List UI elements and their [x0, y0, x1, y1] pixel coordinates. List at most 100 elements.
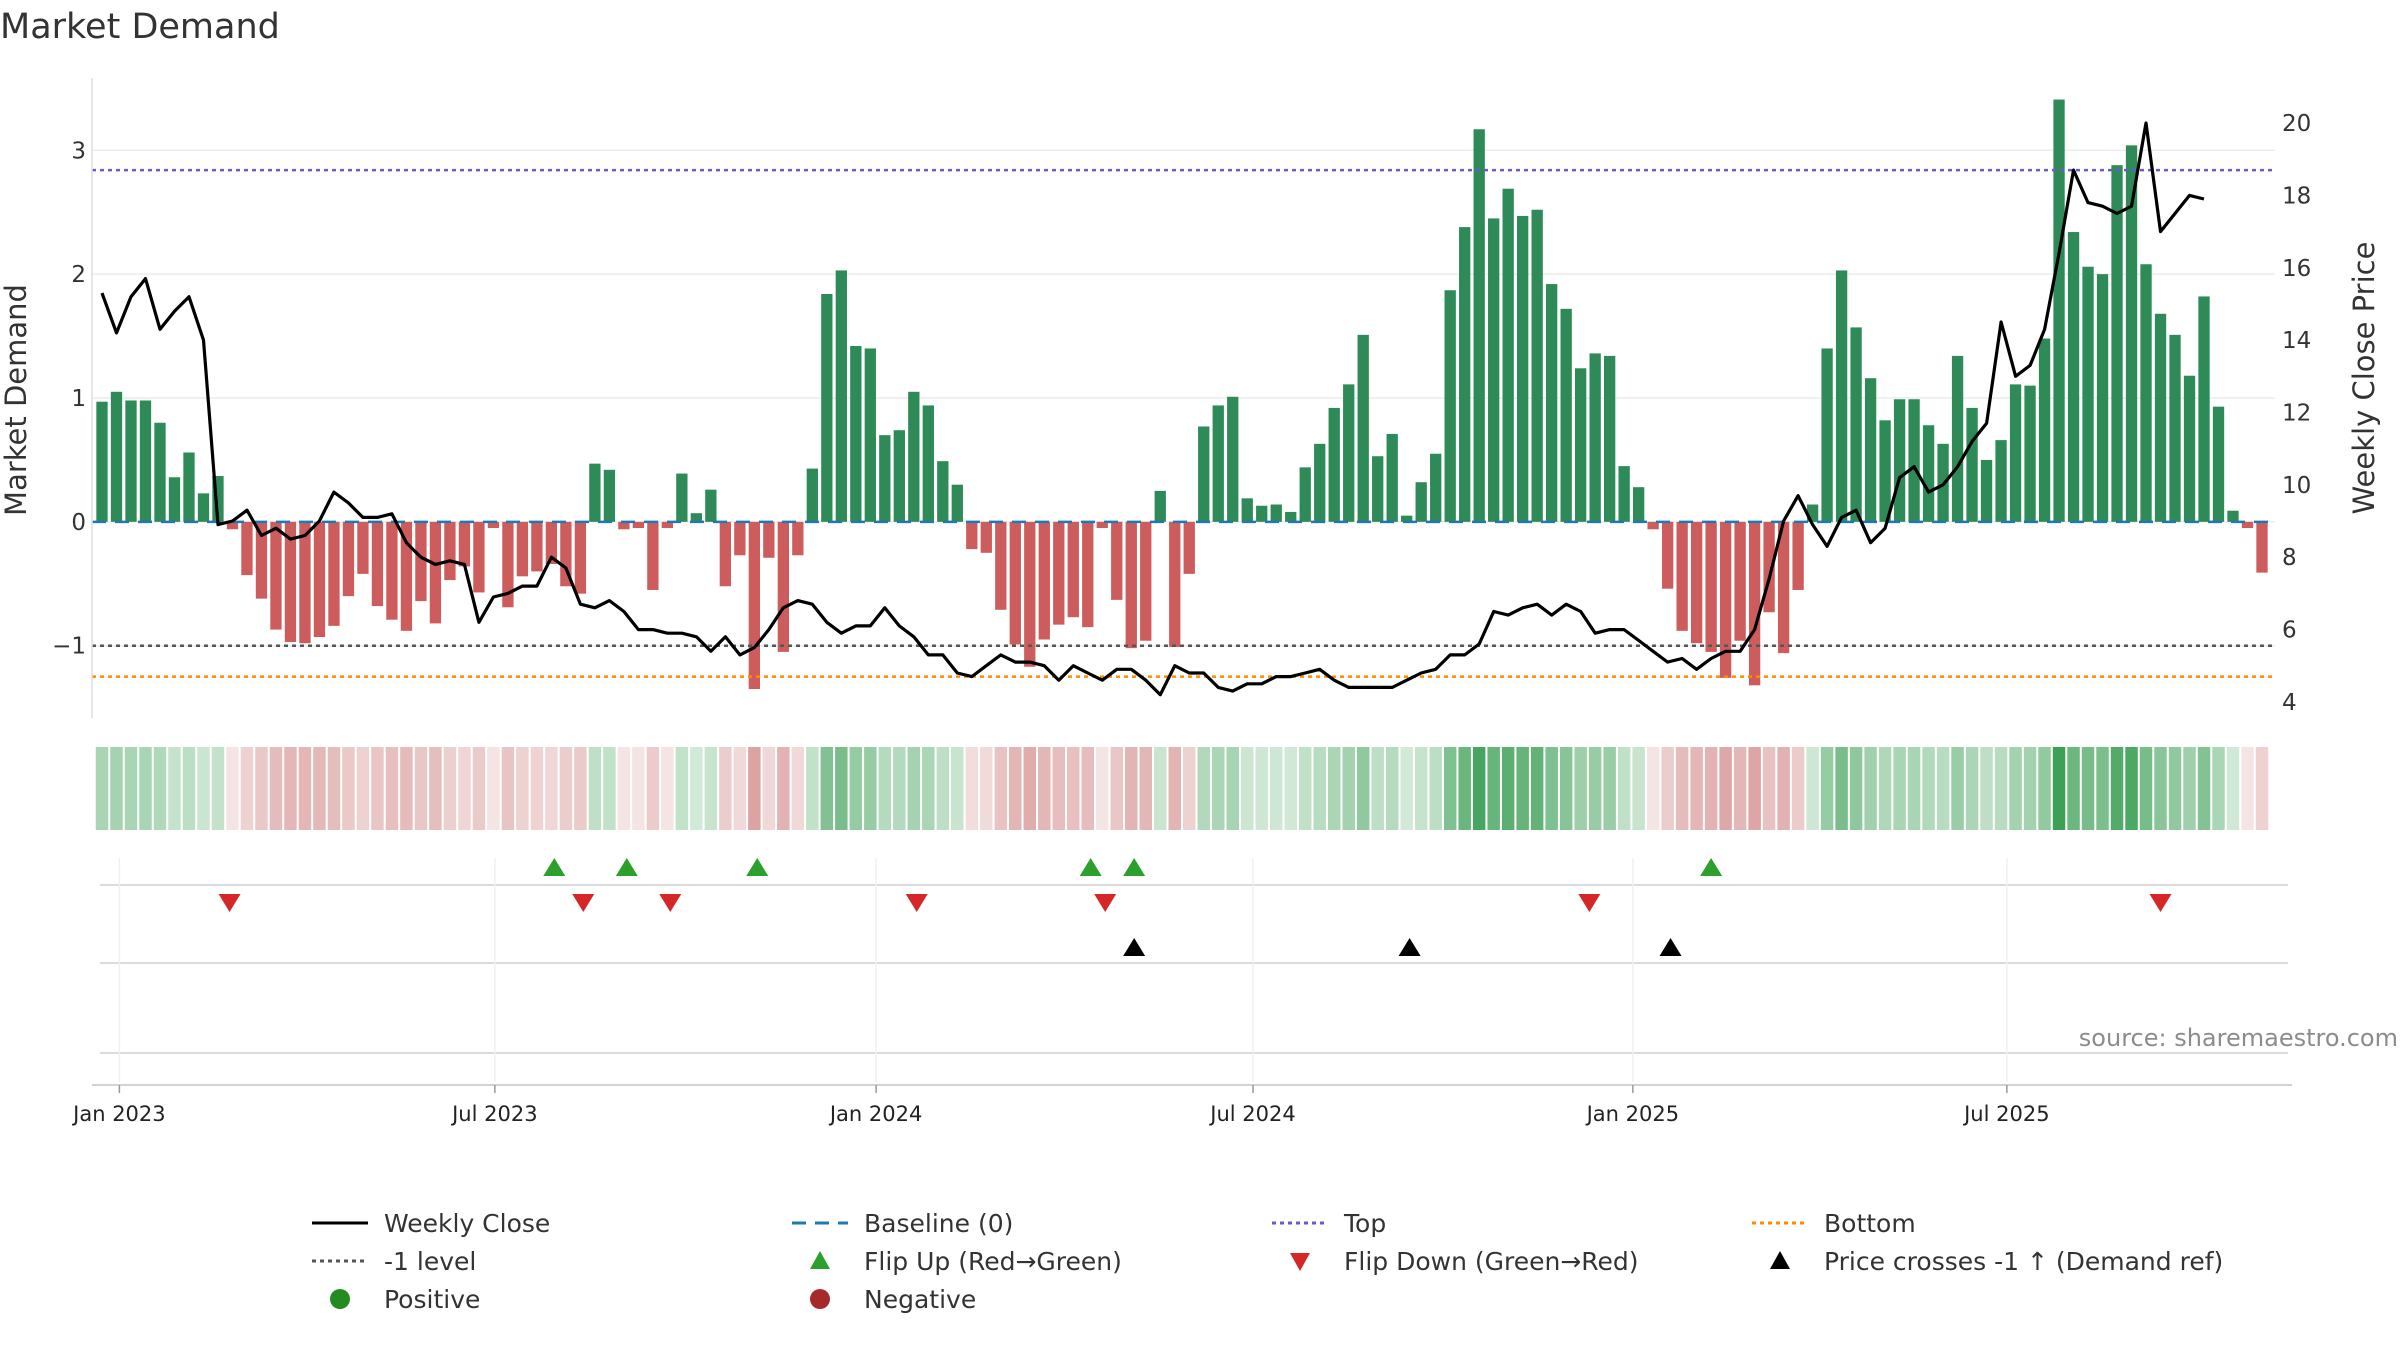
flip-up-marker	[746, 858, 769, 876]
heat-cell	[1110, 747, 1123, 830]
date-tick-label: Jul 2024	[1208, 1102, 1295, 1126]
date-tick-label: Jul 2025	[1962, 1102, 2049, 1126]
demand-bar	[1763, 521, 1775, 613]
heat-cell	[1226, 747, 1239, 830]
y2-tick-label: 16	[2282, 256, 2311, 282]
signal-rows	[100, 858, 2288, 1082]
legend-label: Flip Up (Red→Green)	[864, 1246, 1122, 1276]
demand-bar	[226, 521, 239, 530]
legend-positive: Positive	[310, 1284, 480, 1314]
y2-tick-label: 14	[2282, 328, 2311, 354]
demand-bar	[2169, 334, 2181, 522]
heat-cell	[864, 747, 877, 830]
demand-bar	[1067, 521, 1079, 618]
heat-cell	[2154, 747, 2167, 830]
demand-bar	[603, 469, 616, 522]
demand-bar	[1372, 456, 1384, 522]
heat-cell	[806, 747, 819, 830]
demand-bar	[1792, 521, 1804, 590]
heat-cell	[588, 747, 602, 830]
demand-bar	[197, 493, 210, 522]
y2-tick-label: 12	[2282, 400, 2311, 426]
heat-cell	[835, 747, 848, 830]
demand-bar	[1647, 521, 1659, 530]
demand-bar	[2154, 313, 2167, 522]
heat-cell	[1038, 747, 1051, 830]
demand-bar	[864, 348, 876, 522]
heat-cell	[980, 747, 993, 830]
legend-label: Bottom	[1824, 1208, 1916, 1238]
heat-cell	[1400, 747, 1413, 830]
demand-bar	[2256, 521, 2268, 573]
flip-up-marker	[543, 858, 566, 876]
legend-label: Positive	[384, 1284, 481, 1314]
demand-bar	[893, 430, 905, 522]
demand-bar	[806, 468, 818, 522]
heat-cell	[1632, 747, 1645, 830]
demand-bar	[2053, 99, 2065, 522]
triangle-down-icon	[1270, 1246, 1330, 1276]
heat-cell	[1893, 747, 1906, 830]
heat-cell	[1733, 747, 1747, 830]
heat-cell	[2023, 747, 2037, 830]
demand-bar	[1343, 384, 1355, 522]
demand-bar	[168, 477, 181, 522]
demand-bar	[139, 400, 152, 522]
heat-cell	[1327, 747, 1341, 830]
heat-cell	[327, 747, 341, 830]
demand-bar	[1589, 353, 1601, 522]
demand-bar	[2096, 274, 2109, 522]
demand-bars	[96, 99, 2268, 690]
demand-bar	[821, 293, 833, 522]
heat-cell	[907, 747, 921, 830]
demand-bar	[1908, 399, 1920, 522]
demand-bar	[1995, 440, 2007, 522]
demand-bar	[618, 521, 630, 530]
y-tick-label: 3	[71, 138, 86, 164]
demand-bar	[1328, 407, 1340, 522]
circle-icon	[310, 1284, 370, 1314]
heat-cell	[530, 747, 544, 830]
demand-bar	[1618, 466, 1630, 522]
heat-cell	[1313, 747, 1326, 830]
date-tick-label: Jan 2023	[71, 1102, 166, 1126]
demand-bar	[1459, 227, 1471, 522]
price-cross-marker	[1123, 938, 1146, 956]
heat-cell	[646, 747, 660, 830]
heat-cell	[1183, 747, 1196, 830]
demand-bar	[1719, 521, 1732, 678]
price-cross-marker	[1659, 938, 1682, 956]
demand-bar	[516, 521, 529, 577]
demand-bar	[415, 521, 427, 602]
demand-bar	[676, 473, 688, 522]
demand-bar	[2082, 266, 2094, 522]
heat-cell	[1951, 747, 1964, 830]
heat-cell	[1212, 747, 1225, 830]
demand-bar	[270, 521, 282, 630]
heat-cell	[443, 747, 457, 830]
demand-bar	[1734, 521, 1746, 641]
demand-bar	[241, 521, 253, 576]
demand-bar	[690, 513, 703, 522]
heat-cell	[2241, 747, 2254, 830]
heat-cell	[1820, 747, 1834, 830]
demand-bar	[429, 521, 442, 624]
demand-bar	[2024, 385, 2036, 522]
heat-cell	[153, 747, 167, 830]
demand-bar	[1357, 334, 1369, 522]
heat-cell	[313, 747, 326, 830]
legend-label: -1 level	[384, 1246, 477, 1276]
flip-down-marker	[1578, 894, 1601, 912]
source-note: source: sharemaestro.com	[2079, 1024, 2398, 1052]
legend-top: Top	[1270, 1208, 1386, 1238]
heat-cell	[1922, 747, 1935, 830]
demand-bar	[328, 521, 340, 626]
demand-bar	[850, 345, 862, 522]
demand-bar	[1154, 490, 1166, 522]
heat-cell	[1806, 747, 1819, 830]
demand-bar	[1140, 521, 1152, 641]
demand-bar	[212, 476, 224, 522]
heat-cell	[182, 747, 196, 830]
heat-cell	[1139, 747, 1152, 830]
